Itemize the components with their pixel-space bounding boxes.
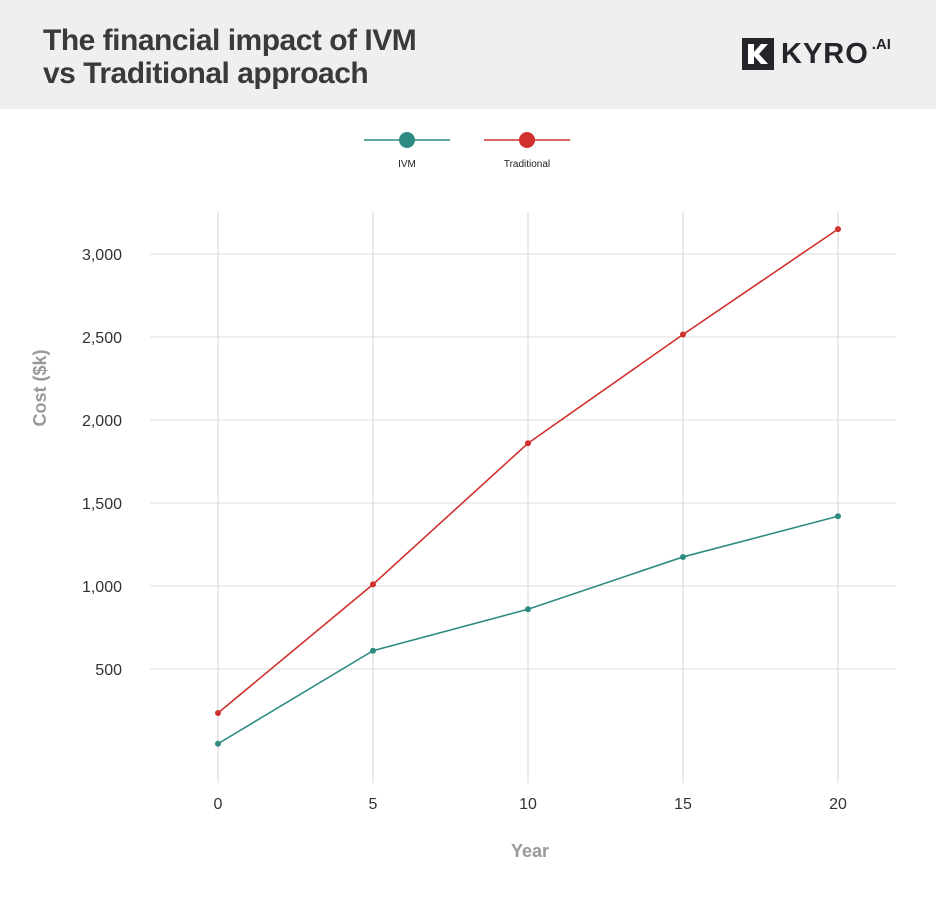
- y-tick-label: 1,000: [82, 579, 122, 596]
- ivm-point: [370, 647, 376, 654]
- y-tick-label: 1,500: [82, 496, 122, 513]
- title-line-2: vs Traditional approach: [43, 57, 369, 90]
- title-line-1: The financial impact of IVM: [43, 24, 417, 57]
- x-tick-label: 20: [829, 796, 847, 813]
- legend-marker-traditional: [519, 132, 535, 148]
- ivm-point: [680, 553, 686, 560]
- series-lines: [215, 226, 841, 747]
- traditional-point: [525, 440, 531, 447]
- y-tick-label: 500: [95, 662, 122, 679]
- x-axis-title: Year: [511, 841, 549, 861]
- legend: IVM Traditional: [364, 132, 570, 170]
- traditional-point: [680, 331, 686, 338]
- legend-marker-ivm: [399, 132, 415, 148]
- y-tick-label: 3,000: [82, 247, 122, 264]
- kyro-logo-icon: [742, 38, 774, 70]
- y-tick-label: 2,000: [82, 413, 122, 430]
- ivm-point: [835, 513, 841, 520]
- x-tick-label: 5: [369, 796, 378, 813]
- kyro-logo: KYRO .AI: [742, 36, 891, 72]
- ivm-point: [215, 740, 221, 747]
- logo-wordmark: KYRO: [781, 38, 869, 70]
- legend-label-traditional: Traditional: [504, 159, 550, 170]
- ivm-point: [525, 606, 531, 613]
- y-tick-label: 2,500: [82, 330, 122, 347]
- grid-lines: [150, 212, 896, 783]
- traditional-point: [370, 581, 376, 588]
- traditional-point: [215, 709, 221, 716]
- x-tick-label: 15: [674, 796, 692, 813]
- traditional-point: [835, 226, 841, 233]
- logo-suffix: .AI: [871, 36, 891, 53]
- tick-labels: 500 1,000 1,500 2,000 2,500 3,000 0 5 10 15 20: [82, 247, 847, 813]
- x-tick-label: 10: [519, 796, 537, 813]
- x-tick-label: 0: [214, 796, 223, 813]
- page-title: The financial impact of IVM vs Tradition…: [43, 24, 563, 90]
- y-axis-title: Cost ($k): [30, 349, 50, 426]
- legend-label-ivm: IVM: [398, 159, 416, 170]
- header-banner: The financial impact of IVM vs Tradition…: [0, 0, 936, 109]
